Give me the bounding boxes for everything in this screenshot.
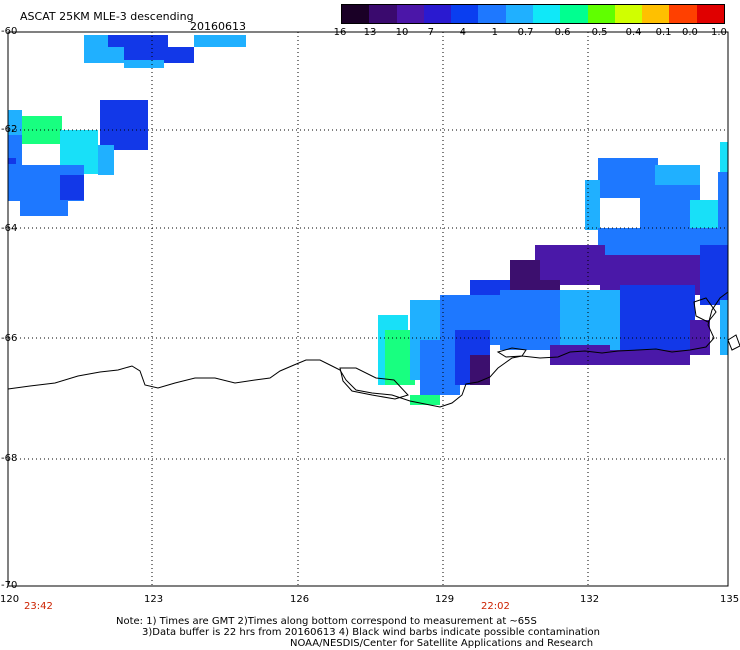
colorbar-label: 1.0 xyxy=(711,27,727,38)
ice-cell xyxy=(100,100,148,150)
colorbar-label: -0.7 xyxy=(514,27,534,38)
ice-cell xyxy=(108,35,168,47)
ice-cell xyxy=(8,110,22,136)
ice-cell xyxy=(98,145,114,175)
ice-cell xyxy=(655,165,700,185)
ice-cell xyxy=(510,260,540,290)
ice-cell xyxy=(718,172,728,252)
colorbar-segment xyxy=(396,5,424,23)
time-label: 22:02 xyxy=(481,601,510,612)
colorbar-label: -0.6 xyxy=(551,27,571,38)
colorbar-label: -0.4 xyxy=(622,27,642,38)
ice-cell xyxy=(610,350,690,365)
ice-cell xyxy=(60,175,84,200)
ice-cell xyxy=(8,135,22,165)
colorbar-label: -0.5 xyxy=(588,27,608,38)
coastline-island-c xyxy=(693,297,717,323)
ice-cell xyxy=(720,142,728,172)
coastline xyxy=(7,291,740,408)
colorbar-label: -1 xyxy=(488,27,498,38)
plot-frame xyxy=(7,31,729,587)
colorbar xyxy=(341,4,725,24)
lon-label: 135 xyxy=(720,594,740,605)
lon-label: 126 xyxy=(290,594,310,605)
colorbar-segment xyxy=(642,5,670,23)
colorbar-segment xyxy=(478,5,506,23)
colorbar-segment xyxy=(451,5,479,23)
ice-cell xyxy=(550,345,610,365)
colorbar-segment xyxy=(505,5,533,23)
map-title: ASCAT 25KM MLE-3 descending xyxy=(20,10,194,23)
ice-cell xyxy=(20,200,68,216)
colorbar-segment xyxy=(614,5,643,23)
ice-cell xyxy=(720,300,728,355)
ice-data-cells xyxy=(8,35,728,405)
colorbar-label: -16 xyxy=(330,27,347,38)
lat-label: -68 xyxy=(1,453,18,464)
colorbar-label: -13 xyxy=(360,27,377,38)
ice-cell xyxy=(560,290,620,350)
note-line-3: NOAA/NESDIS/Center for Satellite Applica… xyxy=(290,638,594,649)
colorbar-segment xyxy=(532,5,561,23)
lon-label: 132 xyxy=(580,594,600,605)
ice-cell xyxy=(585,180,600,230)
lat-label: -70 xyxy=(1,580,18,591)
lat-label: -64 xyxy=(1,223,18,234)
colorbar-segment xyxy=(342,5,370,23)
ice-cell xyxy=(700,245,728,305)
ice-cell xyxy=(620,285,695,355)
colorbar-label: -4 xyxy=(456,27,466,38)
colorbar-segment xyxy=(669,5,697,23)
colorbar-segment xyxy=(587,5,615,23)
note-line-1: Note: 1) Times are GMT 2)Times along bot… xyxy=(116,616,537,627)
colorbar-label: -0.1 xyxy=(652,27,672,38)
colorbar-label: 0.0 xyxy=(682,27,698,38)
colorbar-label: -7 xyxy=(424,27,434,38)
ice-cell xyxy=(410,395,440,405)
coastline-island-a xyxy=(339,367,409,400)
gridlines xyxy=(8,32,728,586)
lon-label: 123 xyxy=(144,594,164,605)
ice-cell xyxy=(124,60,164,68)
colorbar-segment xyxy=(423,5,452,23)
colorbar-segment xyxy=(560,5,588,23)
coastline-main xyxy=(7,291,729,408)
colorbar-segment xyxy=(369,5,397,23)
lat-label: -66 xyxy=(1,333,18,344)
ice-cell xyxy=(690,200,720,230)
ice-cell xyxy=(535,245,605,285)
ice-cell xyxy=(420,340,460,395)
note-line-2: 3)Data buffer is 22 hrs from 20160613 4)… xyxy=(142,627,600,638)
coastline-island-b xyxy=(496,347,527,358)
lat-label: -60 xyxy=(1,26,18,37)
lat-label: -62 xyxy=(1,124,18,135)
lon-label: 120 xyxy=(0,594,20,605)
coastline-island-d xyxy=(727,334,740,351)
ice-cell xyxy=(8,158,16,164)
ice-cell xyxy=(124,47,194,63)
ice-cell xyxy=(598,228,718,258)
colorbar-segment xyxy=(696,5,724,23)
lon-label: 129 xyxy=(435,594,455,605)
colorbar-label: -10 xyxy=(392,27,409,38)
ice-cell xyxy=(470,355,490,385)
map-date: 20160613 xyxy=(190,20,246,33)
time-label: 23:42 xyxy=(24,601,53,612)
ice-cell xyxy=(500,290,560,350)
ice-cell xyxy=(194,35,246,47)
